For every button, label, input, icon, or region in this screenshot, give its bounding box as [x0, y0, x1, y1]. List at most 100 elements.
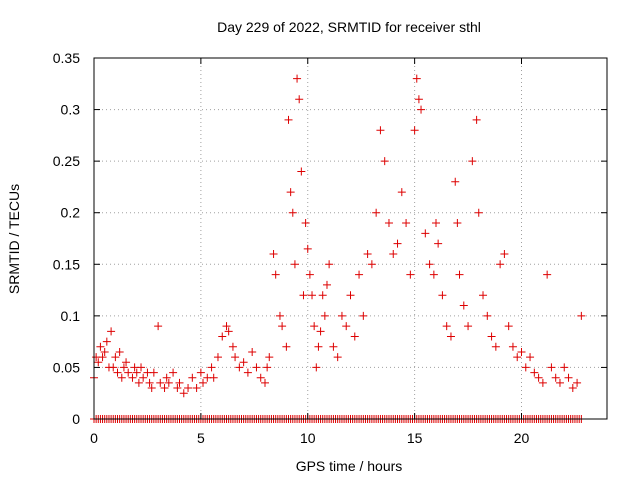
data-point — [303, 244, 312, 253]
data-point — [124, 368, 133, 377]
data-point — [169, 368, 178, 377]
data-point — [265, 353, 274, 362]
data-point — [290, 260, 299, 269]
data-point — [564, 373, 573, 382]
data-point — [286, 188, 295, 197]
chart-title: Day 229 of 2022, SRMTID for receiver sth… — [217, 19, 481, 35]
data-point — [417, 105, 426, 114]
data-point — [297, 167, 306, 176]
data-point — [560, 363, 569, 372]
data-point — [459, 301, 468, 310]
data-point — [346, 291, 355, 300]
data-point — [432, 219, 440, 228]
data-point — [282, 342, 291, 351]
data-point — [248, 347, 257, 356]
data-point — [207, 363, 216, 372]
data-point — [500, 249, 509, 258]
data-point — [134, 378, 143, 387]
data-point — [464, 322, 473, 331]
data-point — [333, 353, 342, 362]
y-tick-label: 0.3 — [61, 102, 81, 118]
axis-ticks: 0 5 10 15 20 0 0.05 0.1 0.15 0.2 0.25 0.3 0.35 — [53, 50, 607, 446]
grid-lines — [94, 58, 607, 419]
data-point — [372, 208, 381, 217]
data-point — [412, 74, 421, 83]
y-axis-label: SRMTID / TECUs — [6, 184, 22, 294]
data-point — [496, 260, 505, 269]
data-point — [367, 260, 376, 269]
data-point — [543, 270, 552, 279]
data-point — [192, 384, 201, 393]
data-point — [213, 353, 222, 362]
data-point — [483, 311, 492, 320]
data-point — [316, 327, 325, 336]
data-point — [139, 373, 148, 382]
data-point — [261, 378, 269, 387]
data-point — [252, 363, 261, 372]
data-point — [288, 208, 297, 217]
y-tick-label: 0.35 — [53, 50, 80, 66]
data-point — [94, 358, 103, 367]
data-point — [256, 373, 265, 382]
data-point — [513, 353, 522, 362]
data-point — [310, 322, 319, 331]
data-point — [359, 311, 368, 320]
data-point — [468, 157, 477, 166]
data-point — [325, 260, 334, 269]
data-point — [479, 291, 488, 300]
x-tick-label: 15 — [407, 430, 423, 446]
data-point — [269, 249, 278, 258]
data-point — [235, 363, 244, 372]
data-point — [491, 342, 500, 351]
x-tick-label: 0 — [90, 430, 98, 446]
data-point — [111, 353, 120, 362]
data-point — [577, 311, 586, 320]
data-point — [137, 363, 146, 372]
data-point — [173, 384, 182, 393]
data-point — [98, 353, 107, 362]
plot-frame — [93, 57, 608, 420]
data-point — [487, 332, 496, 341]
data-point — [96, 342, 105, 351]
data-point — [243, 368, 252, 377]
data-point — [308, 291, 317, 300]
data-point — [376, 126, 385, 135]
data-point — [425, 260, 434, 269]
data-point — [117, 373, 126, 382]
data-point — [156, 378, 165, 387]
data-point — [115, 347, 124, 356]
data-point — [534, 373, 543, 382]
data-point — [113, 368, 122, 377]
data-point — [196, 368, 205, 377]
data-point — [314, 342, 323, 351]
data-point — [222, 322, 231, 331]
data-point — [568, 384, 577, 393]
data-point — [517, 347, 526, 356]
data-point — [526, 353, 535, 362]
data-point — [164, 378, 173, 387]
data-point — [538, 378, 547, 387]
data-point — [263, 363, 272, 372]
data-point — [145, 378, 154, 387]
x-tick-label: 10 — [300, 430, 316, 446]
data-point — [434, 239, 443, 248]
data-point — [231, 353, 240, 362]
data-point — [342, 322, 351, 331]
data-point — [451, 177, 460, 186]
data-point — [453, 219, 462, 228]
data-point — [318, 291, 327, 300]
data-point — [521, 363, 530, 372]
y-tick-label: 0 — [72, 411, 80, 427]
y-tick-label: 0.1 — [61, 308, 81, 324]
data-point — [160, 384, 169, 393]
data-point — [162, 373, 171, 382]
data-point — [305, 270, 314, 279]
data-point — [299, 291, 308, 300]
data-point — [355, 270, 364, 279]
data-point — [102, 337, 111, 346]
data-point — [224, 327, 233, 336]
data-point — [275, 311, 284, 320]
data-point — [421, 229, 430, 238]
